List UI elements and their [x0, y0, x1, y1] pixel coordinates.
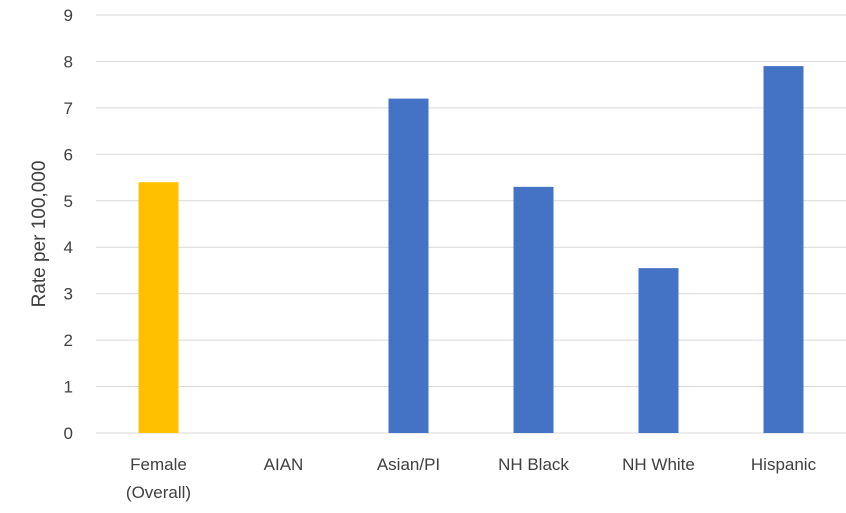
y-tick-label: 9 — [64, 6, 73, 25]
y-tick-label: 3 — [64, 285, 73, 304]
y-tick-label: 5 — [64, 192, 73, 211]
y-tick-label: 6 — [64, 145, 73, 164]
bar-nh-black — [513, 186, 554, 433]
y-tick-label: 7 — [64, 99, 73, 118]
y-tick-label: 8 — [64, 52, 73, 71]
y-tick-label: 0 — [64, 424, 73, 443]
x-category-label: NH White — [622, 455, 695, 474]
y-tick-label: 1 — [64, 378, 73, 397]
y-axis-ticks: 0 1 2 3 4 5 6 7 8 9 — [64, 6, 73, 443]
x-category-label: AIAN — [264, 455, 304, 474]
bars — [138, 66, 804, 433]
bar-asian-pi — [388, 98, 429, 433]
y-tick-label: 4 — [64, 238, 73, 257]
bar-female-overall — [138, 182, 179, 433]
gridlines — [96, 14, 846, 434]
x-axis-categories: Female (Overall) AIAN Asian/PI NH Black NH Wh… — [126, 455, 817, 502]
y-axis-title: Rate per 100,000 — [29, 161, 50, 308]
x-category-label: Hispanic — [751, 455, 817, 474]
bar-nh-white — [638, 268, 679, 433]
x-category-label: Female (Overall) — [126, 455, 191, 502]
bar-hispanic — [763, 66, 804, 433]
x-category-label: NH Black — [498, 455, 569, 474]
x-category-label: Asian/PI — [377, 455, 440, 474]
y-tick-label: 2 — [64, 331, 73, 350]
